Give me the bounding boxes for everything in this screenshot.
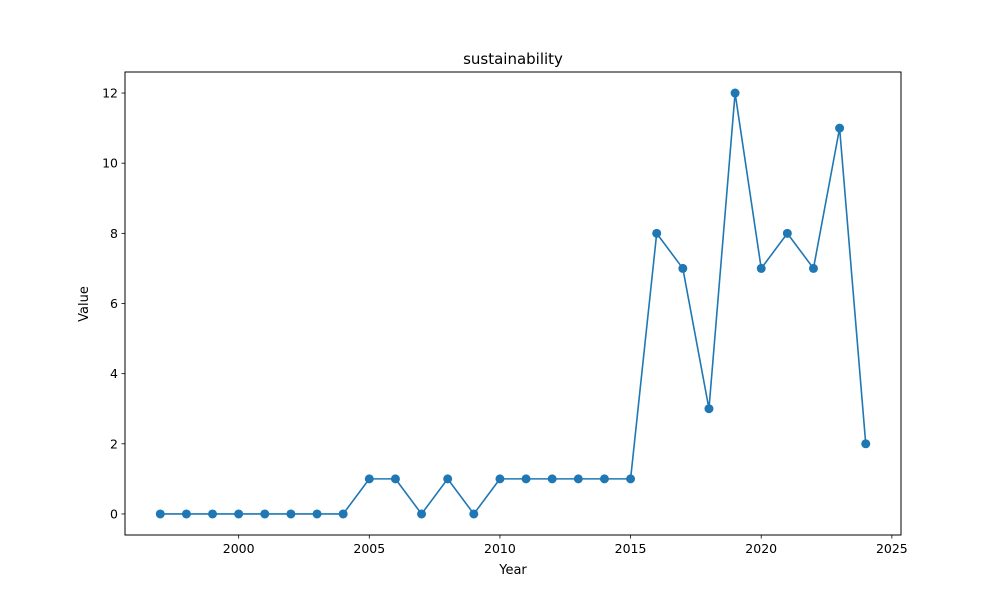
- x-tick-label: 2005: [353, 541, 385, 556]
- data-point: [208, 509, 218, 519]
- data-point: [234, 509, 244, 519]
- plot-frame: [124, 71, 902, 536]
- x-tick-label: 2015: [615, 541, 647, 556]
- data-point: [495, 474, 505, 484]
- data-point: [704, 404, 714, 414]
- data-point: [155, 509, 165, 519]
- data-point: [861, 439, 871, 449]
- data-point: [521, 474, 531, 484]
- y-tick-label: 10: [102, 156, 118, 171]
- data-point: [364, 474, 374, 484]
- data-point: [286, 509, 296, 519]
- data-series: [155, 88, 871, 519]
- y-tick-label: 4: [110, 366, 118, 381]
- x-tick-label: 2020: [745, 541, 777, 556]
- y-tick-label: 2: [110, 436, 118, 451]
- data-point: [312, 509, 322, 519]
- data-point: [260, 509, 270, 519]
- data-point: [443, 474, 453, 484]
- data-point: [652, 228, 662, 238]
- data-point: [573, 474, 583, 484]
- x-axis-title: Year: [498, 563, 527, 578]
- data-point: [547, 474, 557, 484]
- y-axis-title: Value: [77, 286, 92, 322]
- x-tick-label: 2025: [876, 541, 908, 556]
- data-point: [390, 474, 400, 484]
- data-point: [626, 474, 636, 484]
- y-tick-label: 0: [110, 506, 118, 521]
- data-point: [417, 509, 427, 519]
- data-point: [181, 509, 191, 519]
- data-point: [338, 509, 348, 519]
- x-tick-label: 2010: [484, 541, 516, 556]
- plot-area: [125, 72, 901, 535]
- y-tick-label: 8: [110, 226, 118, 241]
- data-point: [730, 88, 740, 98]
- chart-title: sustainability: [463, 50, 563, 68]
- data-point: [782, 228, 792, 238]
- data-point: [599, 474, 609, 484]
- y-tick-label: 12: [102, 86, 118, 101]
- data-point: [678, 263, 688, 273]
- y-tick-label: 6: [110, 296, 118, 311]
- data-point: [469, 509, 479, 519]
- data-point: [835, 123, 845, 133]
- data-point: [756, 263, 766, 273]
- data-point: [808, 263, 818, 273]
- series-line: [160, 92, 867, 515]
- x-axis: 2000 2005 2010 2015 2020 2025: [223, 535, 908, 556]
- x-tick-label: 2000: [223, 541, 255, 556]
- y-axis: 0 2 4 6 8 10 12: [102, 86, 125, 521]
